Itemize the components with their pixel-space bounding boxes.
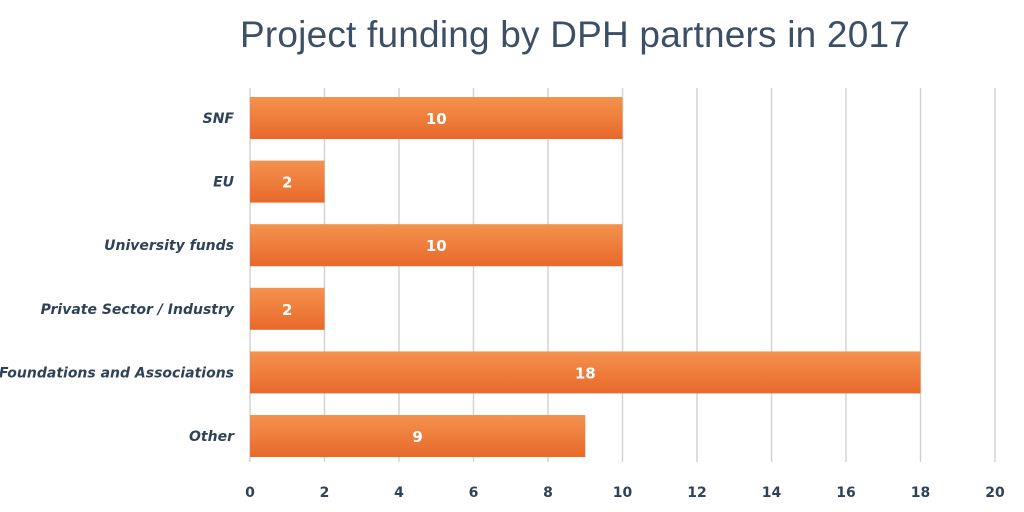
x-tick-label: 2 <box>320 485 330 501</box>
bar <box>250 160 325 203</box>
category-label: Private Sector / Industry <box>41 302 235 318</box>
bar-value-label: 2 <box>282 174 292 192</box>
bar-value-label: 10 <box>426 110 447 128</box>
x-tick-label: 16 <box>836 485 855 501</box>
x-tick-label: 4 <box>394 485 404 501</box>
x-tick-label: 10 <box>613 485 633 501</box>
x-axis-ticks: 0 2 4 6 8 10 12 14 16 18 20 <box>245 485 1005 501</box>
category-label: University funds <box>104 238 234 254</box>
category-label: EU <box>213 175 235 191</box>
x-tick-label: 6 <box>469 485 479 501</box>
x-tick-label: 14 <box>762 485 782 501</box>
bar <box>250 415 586 457</box>
x-tick-label: 8 <box>543 485 553 501</box>
bars: 10 2 10 2 18 9 <box>250 97 921 457</box>
bar-value-label: 10 <box>426 237 447 255</box>
bar-value-label: 18 <box>575 364 596 382</box>
bar <box>250 351 921 394</box>
category-label: Other <box>189 429 235 445</box>
x-tick-label: 0 <box>245 485 255 501</box>
x-tick-label: 20 <box>985 485 1005 501</box>
x-tick-label: 12 <box>687 485 706 501</box>
grid-lines <box>249 88 996 462</box>
chart-title: Project funding by DPH partners in 2017 <box>239 14 911 55</box>
bar-value-label: 9 <box>412 428 422 446</box>
bar <box>250 97 623 139</box>
bar <box>250 224 623 267</box>
category-labels: SNF EU University funds Private Sector / In… <box>0 111 235 445</box>
category-label: Foundations and Associations <box>0 365 234 381</box>
bar <box>250 287 325 330</box>
category-label: SNF <box>203 111 235 127</box>
x-tick-label: 18 <box>911 485 930 501</box>
bar-value-label: 2 <box>282 301 292 319</box>
